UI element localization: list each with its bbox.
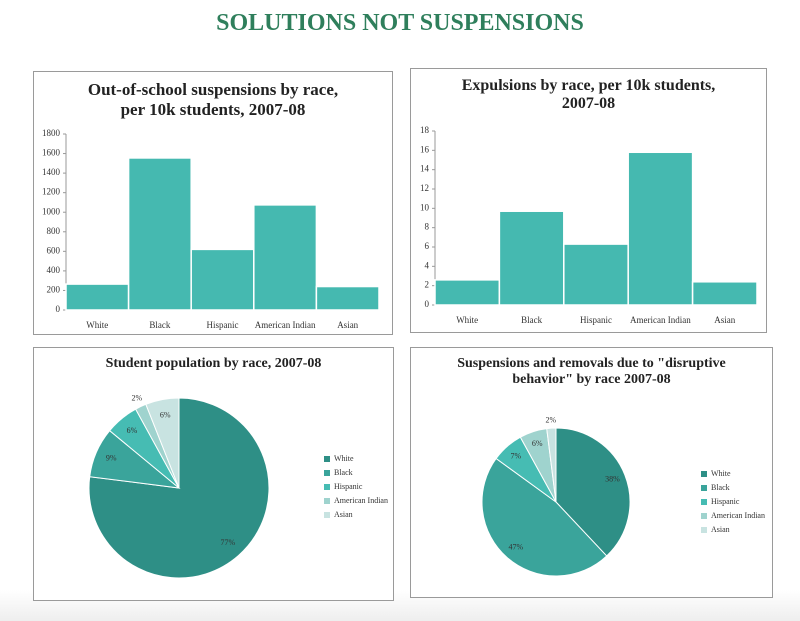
bar [253,204,318,311]
page-title: SOLUTIONS NOT SUSPENSIONS [216,10,584,36]
legend-label: Asian [711,525,730,534]
y-tick-label: 1200 [42,187,61,197]
slice-label: 2% [132,393,143,402]
bar [498,210,565,306]
legend-label: Black [711,483,730,492]
legend-label: Black [334,468,353,477]
bar [691,281,758,306]
chart-panel: 0 200 400 600 800 1000 1200 1400 1600 1800 Out-of-… [33,71,393,335]
x-tick-label: Black [149,320,171,330]
chart-title: Out-of-school suspensions by race, per 1… [87,80,339,119]
slice-label: 7% [511,451,522,460]
y-tick-label: 800 [47,226,61,236]
y-tick-label: 0 [56,304,61,314]
y-tick-label: 1800 [42,128,61,138]
x-tick-label: American Indian [254,320,316,330]
pie-slice [145,397,180,489]
bar [434,279,501,306]
legend-swatch [324,456,330,462]
y-tick-label: 6 [425,241,430,251]
slice-label: 47% [509,542,524,551]
y-tick-label: 8 [425,222,430,232]
slice-label: 6% [127,426,138,435]
y-tick-label: 2 [425,280,430,290]
y-tick-label: 1600 [42,148,61,158]
legend-swatch [701,485,707,491]
legend-label: American Indian [711,511,765,520]
x-tick-label: American Indian [630,315,691,325]
legend-label: Hispanic [334,482,363,491]
y-tick-label: 0 [425,299,430,309]
chart: 0 2 4 6 8 10 12 14 16 18 [420,125,758,309]
legend-label: Hispanic [711,497,740,506]
legend-swatch [701,499,707,505]
bar [127,157,192,311]
legend-label: American Indian [334,496,388,505]
bar [627,151,694,306]
chart-title: Student population by race, 2007-08 [105,356,322,371]
pie-slice [481,457,608,577]
y-tick-label: 4 [425,260,430,270]
legend-swatch [701,527,707,533]
pie-slice [546,427,557,503]
slice-label: 2% [546,416,557,425]
y-tick-label: 16 [420,144,430,154]
legend-swatch [324,470,330,476]
y-tick-label: 18 [420,125,430,135]
chart: 38% White 47% Black 7% Hispanic 6% American Ind… [481,416,765,577]
y-tick-label: 600 [47,245,61,255]
slice-label: 6% [160,410,171,419]
legend-swatch [701,471,707,477]
y-tick-label: 1400 [42,167,61,177]
chart-panel: 77% White 9% Black 6% Hispanic 2% American Indi… [33,347,394,601]
y-tick-label: 200 [47,285,61,295]
legend-swatch [324,512,330,518]
slice-label: 6% [532,439,543,448]
x-tick-label: Hispanic [579,315,612,325]
chart: 77% White 9% Black 6% Hispanic 2% American Indi… [88,393,388,579]
chart-panel: 38% White 47% Black 7% Hispanic 6% American Ind… [410,347,773,598]
legend-swatch [324,498,330,504]
legend-swatch [701,513,707,519]
pie-slice [555,427,631,557]
chart-title: Expulsions by race, per 10k students, 20… [461,77,716,112]
slice-label: 77% [220,538,235,547]
x-tick-label: Hispanic [206,320,239,330]
y-tick-label: 400 [47,265,61,275]
bar [315,285,380,311]
y-tick-label: 14 [420,164,430,174]
legend-label: Asian [334,510,353,519]
y-tick-label: 12 [420,183,429,193]
bar [65,283,130,311]
y-tick-label: 1000 [42,206,61,216]
legend-label: White [334,454,354,463]
bar [190,248,255,311]
legend-swatch [324,484,330,490]
slice-label: 9% [106,454,117,463]
slice-label: 38% [605,474,620,483]
chart-title: Suspensions and removals due to "disrupt… [457,356,726,387]
y-tick-label: 10 [420,202,430,212]
legend-label: White [711,469,731,478]
chart-panel: 0 2 4 6 8 10 12 14 16 18 Expulsions by race, per 1… [410,68,767,333]
x-tick-label: White [86,320,109,330]
x-tick-label: Black [521,315,543,325]
bar [563,243,629,306]
x-tick-label: Asian [714,315,736,325]
x-tick-label: White [456,315,479,325]
chart: 0 200 400 600 800 1000 1200 1400 1600 1800 [42,128,380,314]
x-tick-label: Asian [337,320,359,330]
